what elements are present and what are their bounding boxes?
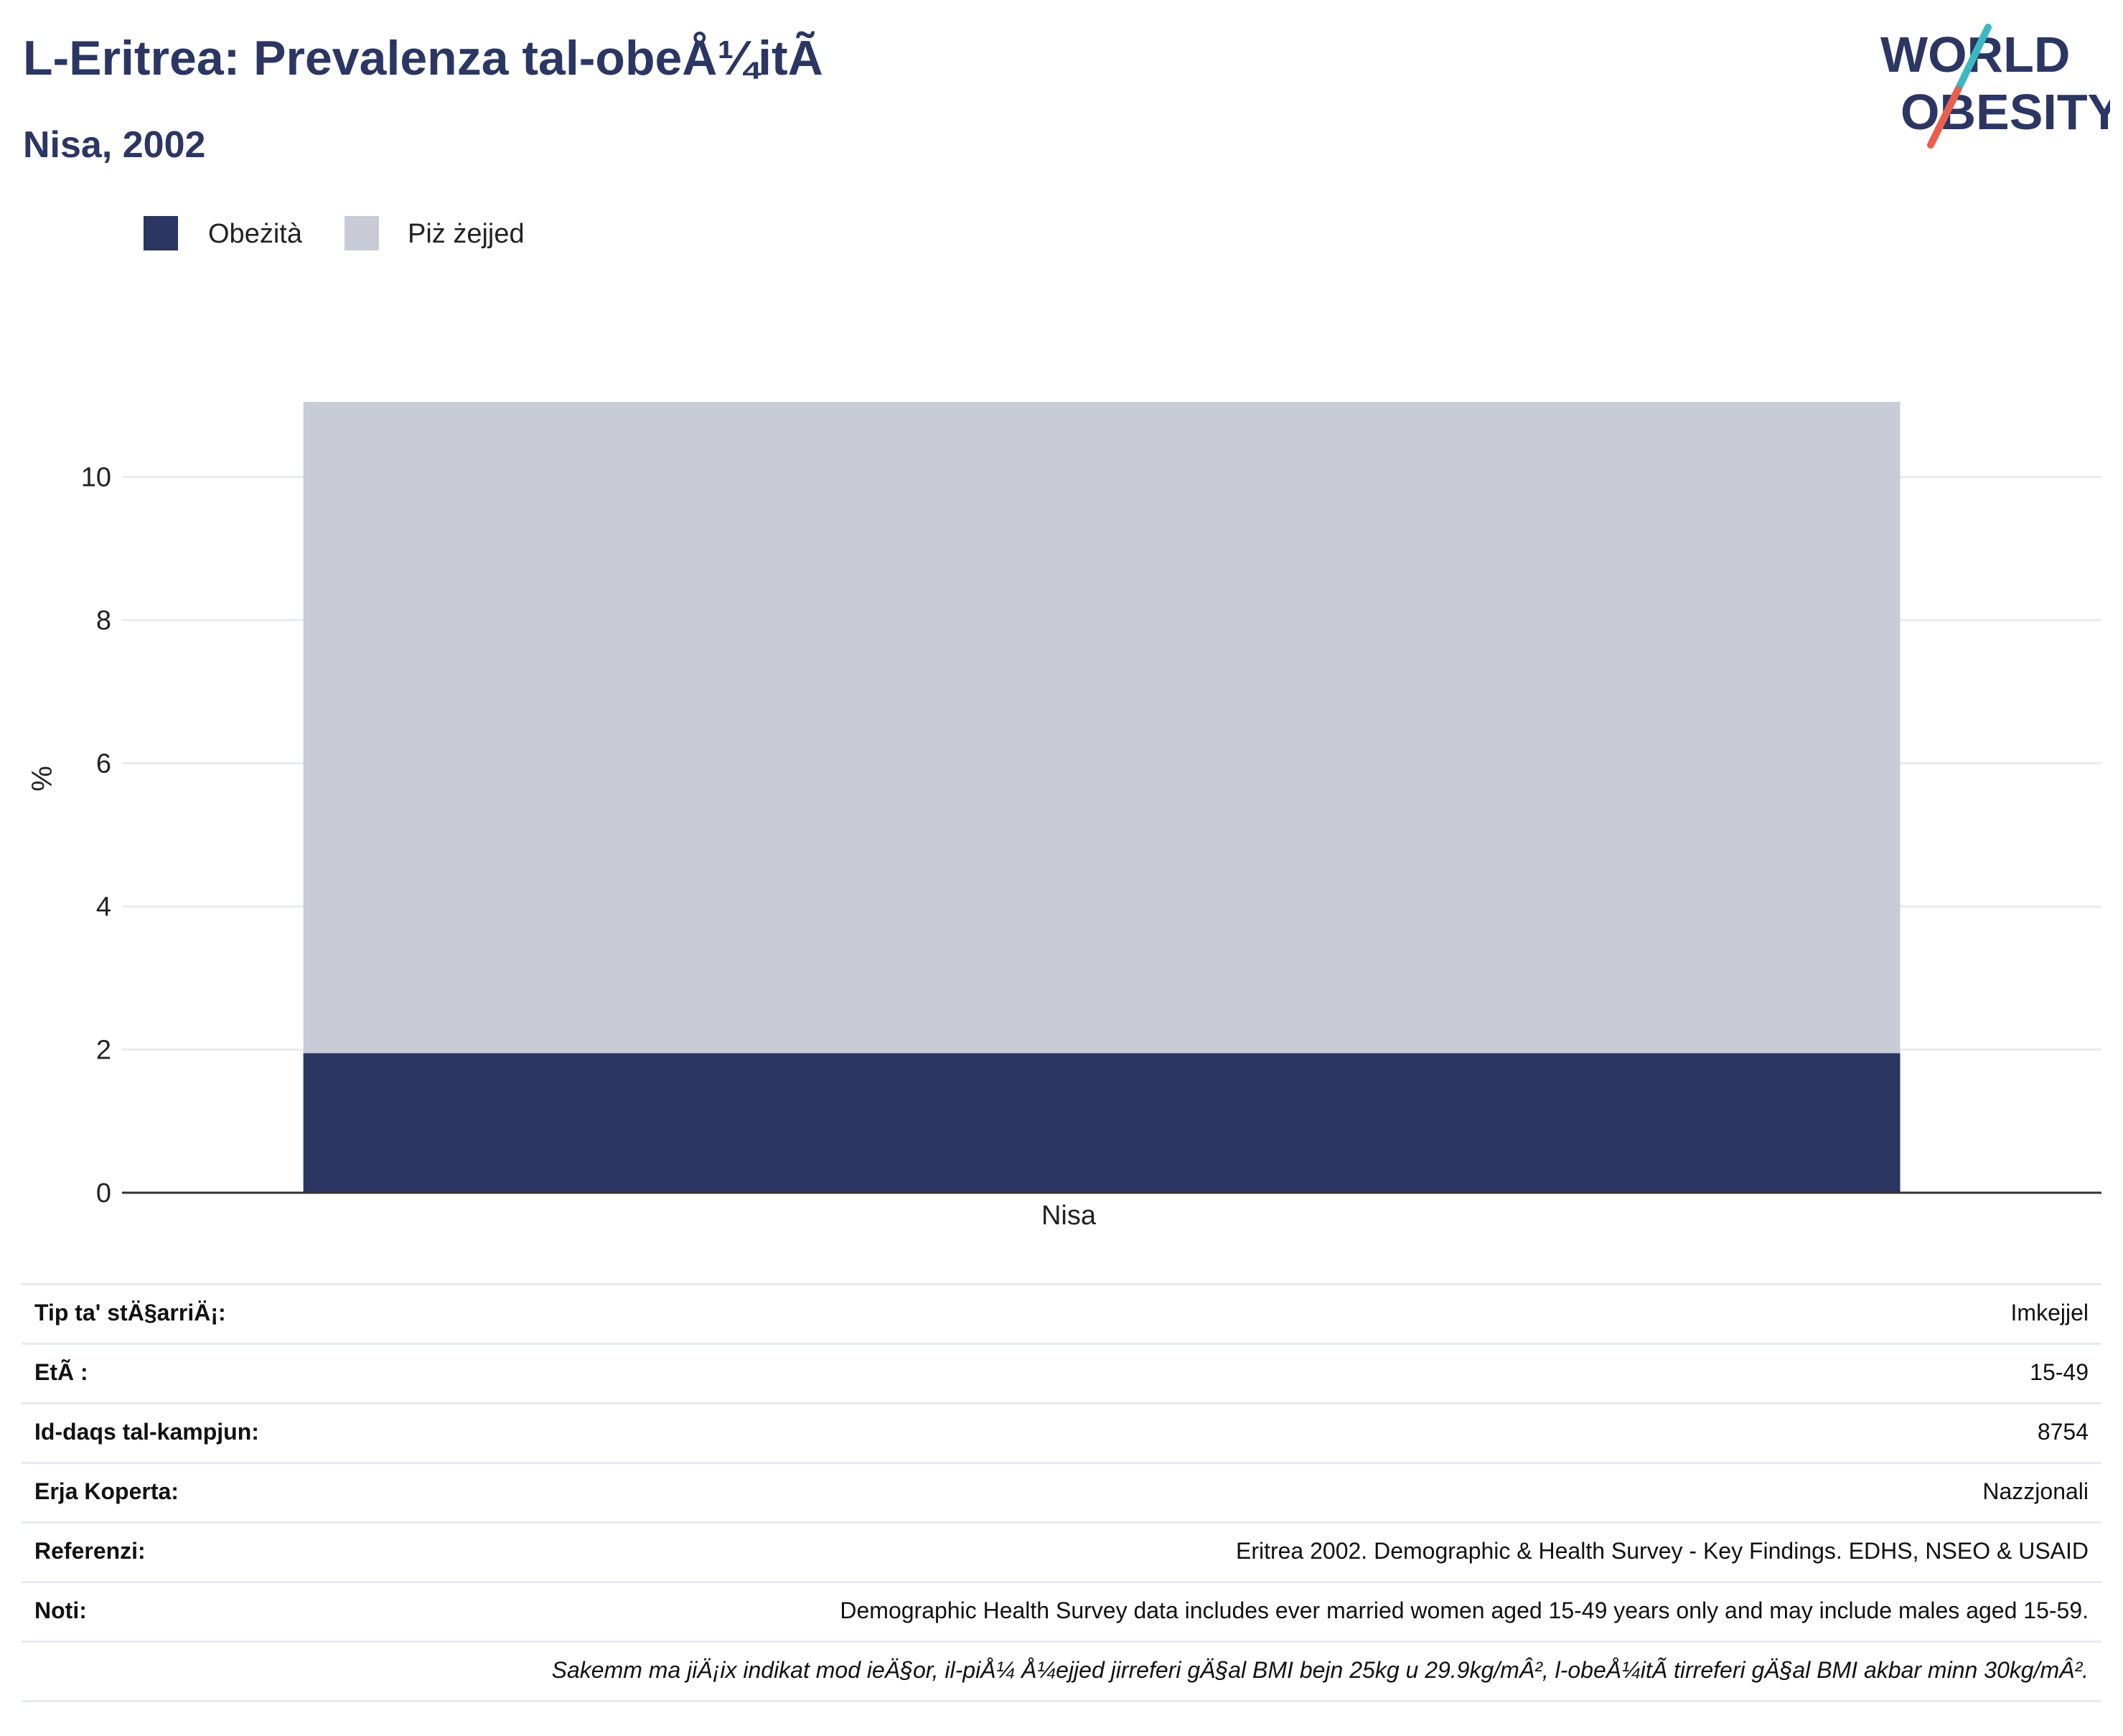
info-label: Id-daqs tal-kampjun: xyxy=(34,1419,259,1445)
x-tick-label: Nisa xyxy=(1041,1201,1097,1231)
legend-swatch-overweight xyxy=(345,216,379,250)
info-label: Tip ta' stÄ§arriÄ¡: xyxy=(34,1300,226,1326)
info-row-area: Erja Koperta: Nazzjonali xyxy=(22,1462,2101,1521)
info-row-bmi-note: Sakemm ma jiÄ¡ix indikat mod ieÄ§or, il-… xyxy=(22,1641,2101,1702)
y-tick-label: 2 xyxy=(96,1036,111,1066)
y-tick-label: 4 xyxy=(96,892,111,922)
info-row-sample-size: Id-daqs tal-kampjun: 8754 xyxy=(22,1402,2101,1462)
info-label: Referenzi: xyxy=(34,1538,146,1564)
y-tick-label: 8 xyxy=(96,606,111,636)
info-label: Erja Koperta: xyxy=(34,1478,179,1504)
logo-slash-bottom xyxy=(1927,86,1962,149)
legend-swatch-obesity xyxy=(144,216,178,250)
y-tick-label: 10 xyxy=(81,463,111,493)
info-row-references: Referenzi: Eritrea 2002. Demographic & H… xyxy=(22,1521,2101,1581)
bar-segment-obesity xyxy=(303,1053,1901,1193)
y-axis-label: % xyxy=(27,766,58,792)
y-tick-label: 6 xyxy=(96,749,111,779)
info-row-age: EtÃ : 15-49 xyxy=(22,1343,2101,1402)
info-value: Eritrea 2002. Demographic & Health Surve… xyxy=(1235,1538,2089,1564)
info-label: EtÃ : xyxy=(34,1359,88,1385)
info-row-notes: Noti: Demographic Health Survey data inc… xyxy=(22,1581,2101,1641)
chart-title: L-Eritrea: Prevalenza tal-obeÅ¼itÃ xyxy=(23,31,823,85)
info-value: 8754 xyxy=(2037,1419,2089,1445)
info-value-bmi-note: Sakemm ma jiÄ¡ix indikat mod ieÄ§or, il-… xyxy=(551,1657,2089,1683)
info-label: Noti: xyxy=(34,1597,87,1623)
info-row-survey-type: Tip ta' stÄ§arriÄ¡: Imkejjel xyxy=(22,1283,2101,1343)
legend-label-overweight: Piż żejjed xyxy=(408,219,525,249)
info-table: Tip ta' stÄ§arriÄ¡: Imkejjel EtÃ : 15-49… xyxy=(22,1283,2101,1702)
legend-label-obesity: Obeżità xyxy=(208,219,302,249)
logo-slash-top xyxy=(1954,24,1992,93)
world-obesity-logo: WORLD OBESITY xyxy=(1880,24,2110,149)
info-value: Demographic Health Survey data includes … xyxy=(840,1597,2089,1623)
y-tick-label: 0 xyxy=(96,1178,111,1209)
logo-text-obesity: OBESITY xyxy=(1901,84,2110,140)
chart-subtitle: Nisa, 2002 xyxy=(23,124,206,166)
bar-chart: 0 2 4 6 8 10 Nisa% xyxy=(27,402,2101,1231)
info-value: Imkejjel xyxy=(2010,1300,2089,1326)
info-value: Nazzjonali xyxy=(1982,1478,2089,1504)
bar-segment-overweight xyxy=(303,402,1901,1054)
info-value: 15-49 xyxy=(2030,1359,2089,1385)
